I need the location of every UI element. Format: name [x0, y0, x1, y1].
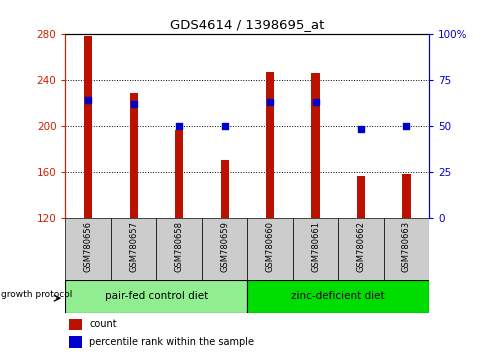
Bar: [292, 218, 338, 280]
Point: [220, 123, 228, 129]
Text: GSM780663: GSM780663: [401, 221, 410, 272]
Point: [311, 99, 319, 104]
Bar: [311, 73, 319, 218]
Text: count: count: [89, 319, 117, 329]
Text: zinc-deficient diet: zinc-deficient diet: [291, 291, 384, 302]
Bar: [65, 280, 247, 313]
Bar: [201, 218, 247, 280]
Bar: [338, 218, 383, 280]
Bar: [383, 218, 428, 280]
Point: [266, 99, 273, 104]
Point: [130, 101, 137, 107]
Bar: [129, 93, 137, 218]
Text: pair-fed control diet: pair-fed control diet: [105, 291, 208, 302]
Bar: [402, 174, 410, 218]
Bar: [111, 218, 156, 280]
Bar: [356, 176, 364, 218]
Text: GSM780657: GSM780657: [129, 221, 138, 272]
Bar: [175, 130, 183, 218]
Bar: [265, 72, 273, 218]
Text: GSM780656: GSM780656: [84, 221, 92, 272]
Point: [84, 97, 92, 103]
Bar: [65, 218, 111, 280]
Title: GDS4614 / 1398695_at: GDS4614 / 1398695_at: [170, 18, 324, 31]
Bar: [156, 218, 201, 280]
Point: [356, 126, 364, 132]
Bar: [69, 319, 82, 330]
Text: percentile rank within the sample: percentile rank within the sample: [89, 337, 254, 347]
Text: growth protocol: growth protocol: [1, 290, 73, 299]
Bar: [247, 280, 428, 313]
Bar: [84, 36, 92, 218]
Bar: [247, 218, 292, 280]
Point: [402, 123, 409, 129]
Text: GSM780661: GSM780661: [310, 221, 319, 272]
Text: GSM780660: GSM780660: [265, 221, 274, 272]
Bar: [220, 160, 228, 218]
Point: [175, 123, 182, 129]
Text: GSM780658: GSM780658: [174, 221, 183, 272]
Bar: [69, 337, 82, 348]
Text: GSM780662: GSM780662: [356, 221, 365, 272]
Text: GSM780659: GSM780659: [220, 221, 228, 272]
